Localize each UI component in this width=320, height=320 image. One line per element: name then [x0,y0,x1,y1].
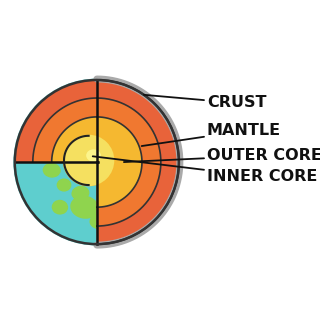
Ellipse shape [52,200,68,215]
Ellipse shape [108,201,126,214]
Text: MANTLE: MANTLE [142,124,281,146]
Ellipse shape [90,213,112,229]
Ellipse shape [86,149,101,162]
Polygon shape [97,117,142,207]
Polygon shape [52,117,97,162]
Polygon shape [15,80,97,162]
Ellipse shape [57,179,71,192]
Ellipse shape [31,145,44,163]
Circle shape [15,80,179,244]
Ellipse shape [70,196,99,219]
Polygon shape [33,98,97,162]
Circle shape [63,135,115,186]
Ellipse shape [43,163,61,178]
Ellipse shape [71,186,89,201]
Text: INNER CORE: INNER CORE [93,156,317,184]
Ellipse shape [39,119,56,142]
Ellipse shape [62,138,74,150]
Text: CRUST: CRUST [144,95,266,110]
Polygon shape [97,98,161,226]
Text: OUTER CORE: OUTER CORE [124,148,320,163]
Polygon shape [97,80,179,244]
Circle shape [64,136,113,185]
Ellipse shape [40,105,55,117]
